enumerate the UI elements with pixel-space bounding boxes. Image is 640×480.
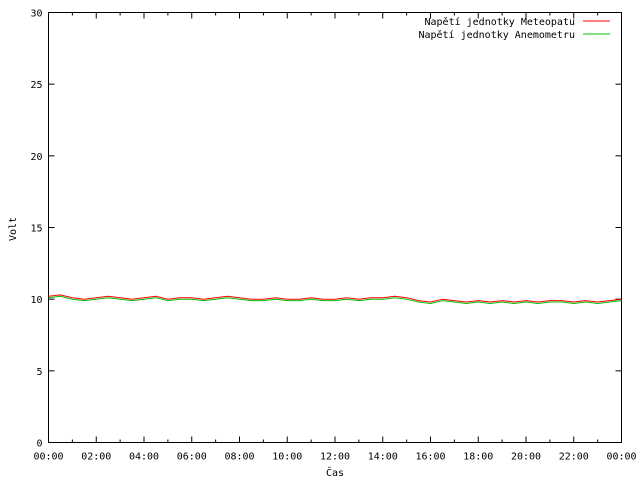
x-tick-label: 22:00 bbox=[559, 452, 589, 463]
x-tick-label: 14:00 bbox=[368, 452, 398, 463]
y-tick-label: 15 bbox=[30, 224, 42, 235]
x-tick-label: 04:00 bbox=[129, 452, 159, 463]
series-line-1 bbox=[48, 294, 622, 303]
y-tick-label: 30 bbox=[30, 9, 42, 20]
x-axis-label: Čas bbox=[326, 466, 344, 479]
x-tick-label: 00:00 bbox=[33, 452, 63, 463]
y-axis-label: Volt bbox=[8, 217, 19, 241]
x-tick-label: 10:00 bbox=[272, 452, 302, 463]
axis-ticks: 0 5 10 15 20 25 30 00:00 02:00 04:00 06:00 08:00 10:… bbox=[30, 9, 636, 463]
series-layer bbox=[48, 294, 622, 305]
y-tick-label: 20 bbox=[30, 152, 42, 163]
plot-frame bbox=[48, 12, 622, 443]
y-tick-label: 0 bbox=[36, 439, 42, 450]
x-tick-label: 06:00 bbox=[177, 452, 207, 463]
legend-label-1: Napětí jednotky Meteopatu bbox=[424, 16, 575, 28]
y-tick-label: 25 bbox=[30, 80, 42, 91]
series-line-2 bbox=[48, 295, 622, 305]
y-tick-label: 10 bbox=[30, 295, 42, 306]
x-tick-label: 16:00 bbox=[415, 452, 445, 463]
x-tick-label: 12:00 bbox=[320, 452, 350, 463]
y-tick-label: 5 bbox=[36, 367, 42, 378]
x-tick-label: 18:00 bbox=[463, 452, 493, 463]
legend-label-2: Napětí jednotky Anemometru bbox=[418, 29, 575, 41]
x-tick-label: 02:00 bbox=[81, 452, 111, 463]
x-tick-label: 20:00 bbox=[511, 452, 541, 463]
x-tick-label: 00:00 bbox=[606, 452, 636, 463]
x-tick-label: 08:00 bbox=[224, 452, 254, 463]
